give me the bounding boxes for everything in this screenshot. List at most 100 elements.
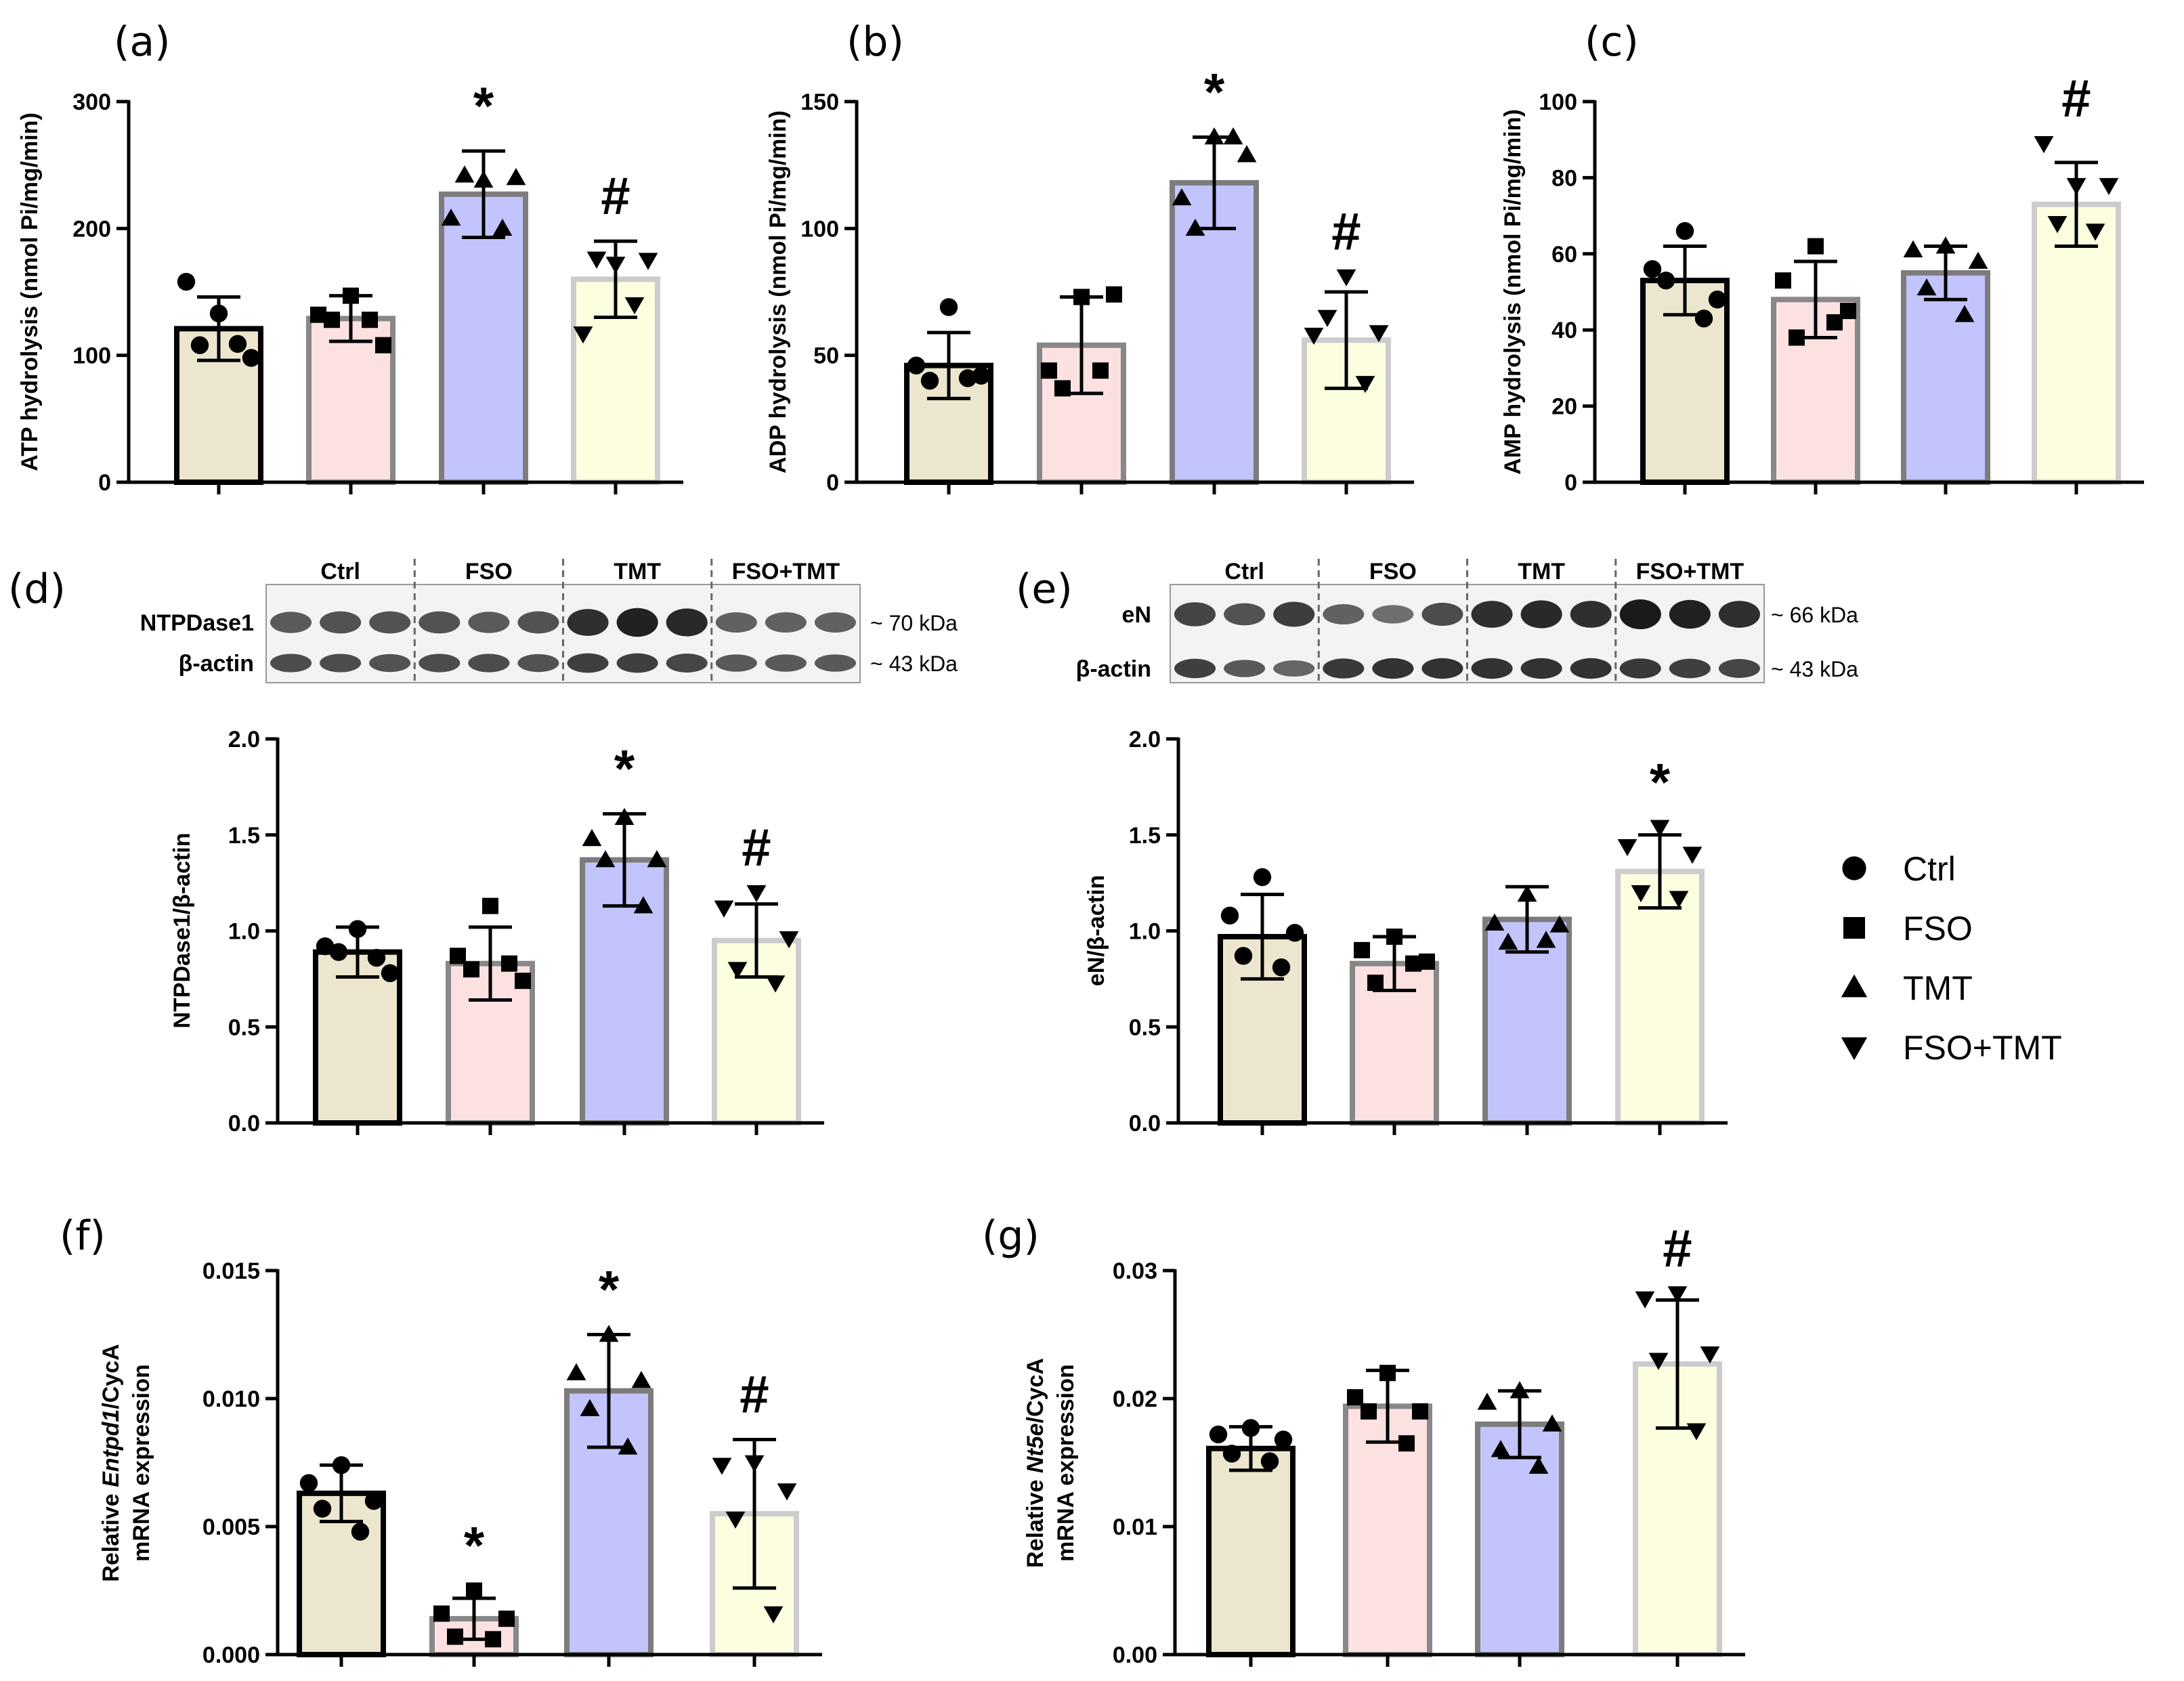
data-point (381, 964, 400, 983)
target-band (369, 611, 411, 634)
data-point (1700, 1346, 1720, 1364)
legend: Ctrl FSO TMT FSO+TMT (1841, 850, 2062, 1067)
data-point (727, 962, 748, 979)
chart-e-en-ratio: * 0.0 0.5 1.0 1.5 2.0 eN/β-actin (1084, 727, 1728, 1136)
data-point (1635, 1291, 1655, 1308)
data-point (1491, 1440, 1511, 1457)
target-band (765, 612, 807, 633)
loading-band (1669, 658, 1711, 679)
data-point (1398, 1435, 1415, 1452)
panel-label-d: (d) (8, 566, 66, 613)
data-point (1367, 975, 1384, 992)
data-point (573, 326, 593, 344)
panel-label-f: (f) (60, 1212, 106, 1260)
chart-f-entpd1-mrna: * * #0.000 0.005 0.010 0.015 Relative Entpd1/C… (98, 1258, 822, 1668)
data-point (1241, 1419, 1260, 1437)
bar (1206, 1445, 1296, 1657)
target-band (1372, 605, 1414, 624)
data-point (351, 1523, 370, 1541)
legend-label: TMT (1903, 969, 1973, 1007)
y-axis-label: Relative Entpd1/CycA (98, 1344, 124, 1581)
data-point (1617, 838, 1637, 857)
blot-group-label: Ctrl (1224, 559, 1264, 584)
data-point (1807, 238, 1824, 255)
data-point (332, 1456, 351, 1474)
blot-target-label: NTPDase1 (140, 610, 254, 636)
target-band (1669, 599, 1711, 629)
data-point (624, 297, 645, 315)
loading-band (567, 653, 609, 673)
loading-band (1718, 659, 1760, 678)
data-point (1222, 1445, 1241, 1463)
data-point (1379, 1365, 1396, 1382)
data-point (447, 1628, 463, 1645)
data-point (1204, 127, 1224, 145)
panel-label-b: (b) (847, 18, 904, 66)
y-tick-label: 1.5 (1129, 823, 1161, 849)
significance-mark: # (1663, 1218, 1692, 1278)
blot-loading-label: β-actin (179, 651, 254, 677)
loading-band (517, 654, 559, 673)
data-point (582, 829, 602, 847)
y-tick-label: 1.0 (1129, 919, 1161, 945)
legend-label: FSO+TMT (1903, 1029, 2062, 1067)
loading-band (1520, 658, 1562, 679)
blot-group-label: FSO+TMT (732, 559, 840, 584)
data-point (228, 335, 247, 354)
target-band (666, 608, 708, 637)
bar (1170, 179, 1259, 485)
data-point (1223, 127, 1243, 145)
loading-band (1471, 658, 1513, 679)
data-point (2034, 136, 2054, 154)
data-point (2066, 177, 2086, 196)
data-point (482, 897, 498, 914)
data-point (190, 336, 209, 354)
y-tick-label: 0.5 (228, 1015, 260, 1040)
loading-band (1174, 658, 1216, 679)
data-point (209, 304, 228, 323)
data-point (765, 975, 786, 993)
data-point (1412, 1403, 1428, 1420)
y-tick-label: 200 (72, 216, 111, 242)
data-point (454, 165, 475, 183)
legend-label: FSO (1903, 910, 1973, 948)
y-tick-label: 2.0 (228, 727, 260, 752)
loading-band (814, 654, 857, 672)
data-point (1274, 1430, 1293, 1449)
western-blot-d: Ctrl FSO TMT FSO+TMT NTPDase1 β-actin ~ 70 kDa… (140, 559, 958, 683)
legend-marker-fso-tmt (1841, 1037, 1868, 1061)
blot-group-label: TMT (1518, 559, 1565, 584)
data-point (1336, 269, 1356, 286)
data-point (1272, 958, 1291, 977)
blot-loading-kda: ~ 43 kDa (1771, 657, 1858, 681)
chart-b-adp-hydrolysis: * #0 50 100 150 ADP hydrolysis (nmol Pi/mg/mi… (765, 62, 1414, 496)
target-band (567, 609, 609, 636)
data-point (633, 896, 654, 914)
significance-mark: # (742, 817, 771, 877)
blot-group-label: FSO (1369, 559, 1417, 584)
blot-loading-kda: ~ 43 kDa (870, 652, 958, 676)
loading-band (1372, 658, 1414, 679)
data-point (714, 900, 734, 918)
target-band (1224, 603, 1266, 626)
data-point (515, 973, 531, 990)
data-point (1209, 1425, 1228, 1444)
data-point (343, 287, 359, 304)
data-point (1542, 1414, 1562, 1432)
data-point (1073, 289, 1090, 305)
data-point (614, 807, 635, 826)
significance-mark: * (599, 1260, 620, 1319)
legend-marker-fso (1843, 917, 1865, 939)
data-point (1369, 325, 1389, 343)
data-point (433, 1605, 450, 1622)
y-tick-label: 20 (1551, 394, 1577, 420)
significance-mark: # (740, 1364, 769, 1424)
y-tick-label: 0 (826, 470, 839, 496)
data-point (463, 961, 479, 978)
y-tick-label: 100 (800, 216, 839, 242)
loading-band (1421, 658, 1463, 679)
legend-label: Ctrl (1903, 850, 1956, 888)
data-point (1656, 271, 1675, 290)
y-tick-label: 0.02 (1113, 1386, 1157, 1412)
blot-loading-label: β-actin (1076, 656, 1151, 682)
